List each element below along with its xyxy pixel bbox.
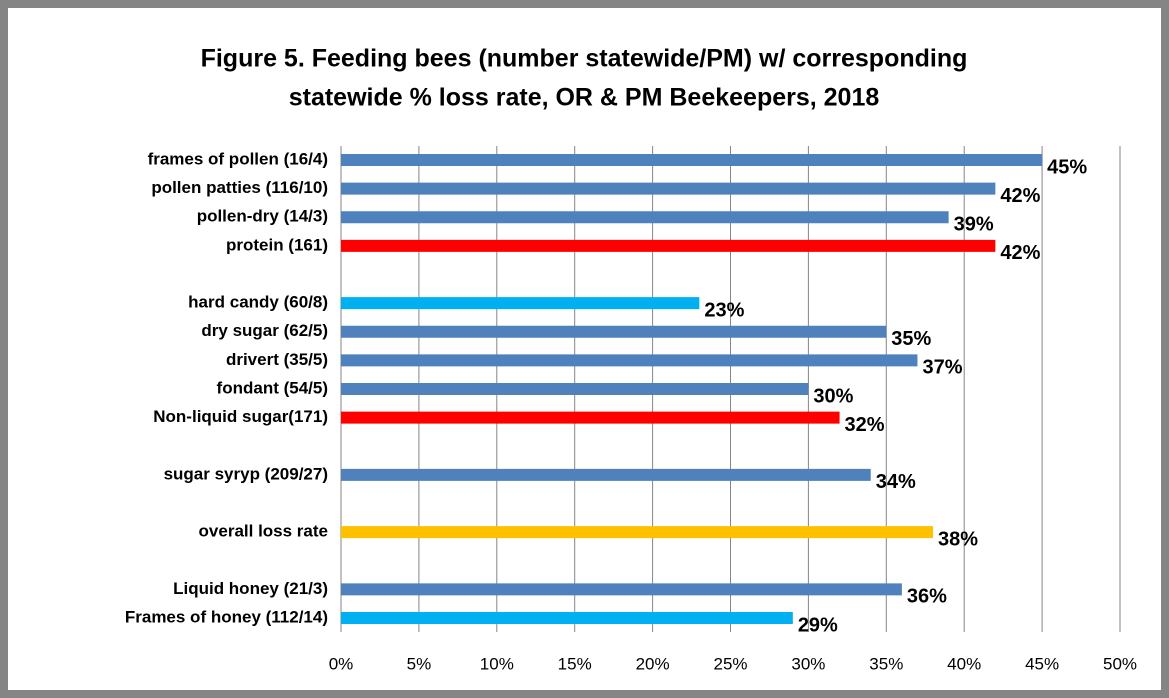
- bar: [341, 411, 840, 424]
- bar: [341, 526, 934, 539]
- y-tick-label: dry sugar (62/5): [201, 321, 328, 340]
- y-tick-label: fondant (54/5): [217, 378, 328, 397]
- bar: [341, 182, 996, 195]
- bar: [341, 383, 809, 395]
- y-tick-label: pollen patties (116/10): [151, 178, 328, 197]
- value-label: 42%: [1000, 185, 1040, 207]
- value-label: 45%: [1047, 156, 1087, 178]
- x-tick-label: 15%: [558, 654, 592, 673]
- bar: [341, 297, 700, 310]
- bar: [341, 612, 793, 624]
- value-label: 37%: [922, 357, 962, 379]
- bar: [341, 468, 871, 481]
- x-tick-label: 30%: [791, 654, 825, 673]
- value-label: 23%: [704, 299, 744, 321]
- y-tick-label: sugar syryp (209/27): [164, 464, 328, 483]
- bar: [341, 211, 949, 224]
- y-tick-label: Frames of honey (112/14): [125, 607, 328, 626]
- x-tick-label: 35%: [869, 654, 903, 673]
- value-label: 36%: [907, 586, 947, 608]
- x-tick-label: 45%: [1025, 654, 1059, 673]
- x-tick-label: 25%: [713, 654, 747, 673]
- x-tick-label: 0%: [329, 654, 354, 673]
- bar: [341, 325, 887, 338]
- value-label: 42%: [1000, 242, 1040, 264]
- value-label: 35%: [891, 328, 931, 350]
- bar: [341, 239, 996, 252]
- y-tick-label: hard candy (60/8): [188, 293, 328, 312]
- x-tick-label: 40%: [947, 654, 981, 673]
- x-tick-label: 50%: [1103, 654, 1137, 673]
- y-tick-label: overall loss rate: [199, 522, 328, 541]
- value-label: 39%: [954, 214, 994, 236]
- value-label: 34%: [876, 471, 916, 493]
- value-label: 38%: [938, 528, 978, 550]
- bar: [341, 354, 918, 367]
- y-tick-label: Liquid honey (21/3): [173, 579, 328, 598]
- y-tick-label: pollen-dry (14/3): [197, 207, 328, 226]
- bar: [341, 154, 1043, 166]
- y-tick-label: protein (161): [226, 235, 328, 254]
- y-tick-label: Non-liquid sugar(171): [153, 407, 328, 426]
- x-tick-label: 5%: [407, 654, 432, 673]
- x-tick-label: 10%: [480, 654, 514, 673]
- value-label: 30%: [813, 385, 853, 407]
- x-tick-label: 20%: [636, 654, 670, 673]
- chart-title: statewide % loss rate, OR & PM Beekeeper…: [289, 84, 880, 112]
- y-tick-label: frames of pollen (16/4): [148, 149, 328, 168]
- chart-title: Figure 5. Feeding bees (number statewide…: [201, 45, 968, 73]
- value-label: 29%: [798, 614, 838, 636]
- bar: [341, 583, 902, 596]
- y-tick-label: drivert (35/5): [226, 350, 328, 369]
- value-label: 32%: [845, 414, 885, 436]
